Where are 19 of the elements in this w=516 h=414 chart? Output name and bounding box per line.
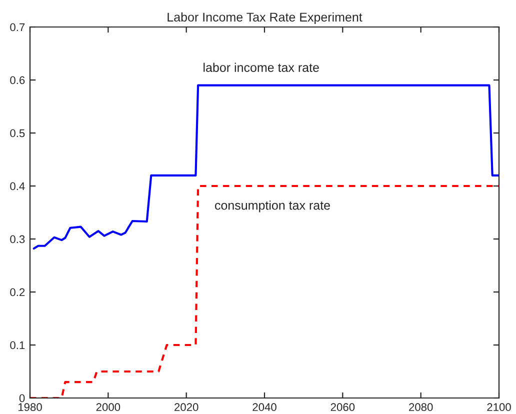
y-tick-label: 0.6 — [10, 76, 25, 84]
y-tick-label: 0 — [19, 394, 25, 402]
x-tick-label: 2080 — [409, 403, 433, 412]
x-tick-label: 1980 — [18, 403, 42, 412]
y-tick-label: 0.1 — [10, 341, 25, 350]
y-tick-label: 0.3 — [10, 235, 25, 244]
x-tick-label: 2040 — [252, 403, 276, 412]
y-tick-label: 0.2 — [10, 288, 25, 296]
x-tick-label: 2020 — [174, 403, 198, 412]
x-tick-label: 2000 — [96, 403, 120, 412]
x-tick-label: 2100 — [487, 403, 511, 412]
y-tick-label: 0.7 — [10, 23, 25, 32]
line-series — [32, 84, 499, 250]
y-tick-label: 0.4 — [10, 182, 25, 190]
y-tick-label: 0.5 — [10, 129, 25, 138]
series-label: labor income tax rate — [204, 62, 319, 72]
x-tick-label: 2060 — [330, 403, 355, 412]
chart-title: Labor Income Tax Rate Experiment — [168, 12, 362, 24]
series-label: consumption tax rate — [215, 200, 330, 212]
